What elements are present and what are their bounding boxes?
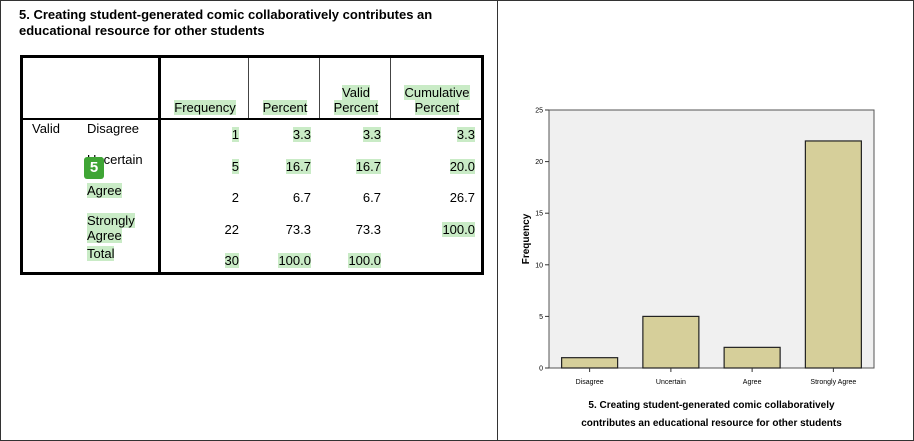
cell-percent: 16.7 — [285, 159, 311, 174]
x-tick-label: Uncertain — [656, 379, 686, 386]
bar-uncertain — [642, 315, 700, 369]
cell-cumulative-percent: 20.0 — [449, 159, 475, 174]
y-tick-label: 5 — [539, 314, 543, 321]
cell-cumulative-percent: 3.3 — [456, 127, 475, 142]
step-badge: 5 — [84, 157, 104, 179]
label-column-rule — [158, 58, 161, 272]
cell-cumulative-percent: 26.7 — [449, 190, 475, 205]
y-tick-label: 15 — [535, 211, 543, 218]
header-cumulative-percent: Cumulative Percent — [404, 85, 470, 115]
table-title: 5. Creating student-generated comic coll… — [19, 7, 433, 38]
cell-valid-percent: 100.0 — [348, 253, 381, 268]
y-tick-label: 25 — [535, 108, 543, 115]
x-tick-label: Strongly Agree — [810, 379, 856, 386]
header-percent: Percent — [262, 100, 308, 115]
y-axis-label: Frequency — [521, 213, 532, 264]
cell-frequency: 5 — [231, 159, 239, 174]
bar-chart: 0 5 10 15 20 25 Frequency Disagree Uncertain Agre… — [521, 108, 875, 429]
valid-group-label: Valid — [32, 121, 60, 136]
cell-valid-percent: 73.3 — [355, 222, 381, 237]
y-tick-label: 0 — [539, 366, 543, 373]
cell-frequency: 2 — [231, 190, 239, 205]
x-axis-label: 5. Creating student-generated comic coll… — [588, 400, 835, 411]
cell-valid-percent: 6.7 — [362, 190, 381, 205]
column-separator — [390, 58, 391, 118]
cell-frequency: 1 — [231, 127, 239, 142]
y-tick-label: 20 — [535, 159, 543, 166]
header-rule — [23, 118, 481, 120]
x-tick-label: Agree — [743, 379, 762, 386]
x-axis-label: contributes an educational resource for … — [581, 418, 842, 429]
cell-frequency: 30 — [224, 253, 239, 268]
column-separator — [319, 58, 320, 118]
cell-valid-percent: 3.3 — [362, 127, 381, 142]
cell-valid-percent: 16.7 — [355, 159, 381, 174]
x-tick-label: Disagree — [576, 379, 604, 386]
cell-cumulative-percent: 100.0 — [442, 222, 475, 237]
frequency-table: Frequency Percent Valid Percent Cumulati… — [20, 55, 484, 275]
row-label-disagree: Disagree — [87, 121, 140, 136]
bar-agree — [723, 346, 781, 369]
cell-percent: 6.7 — [292, 190, 311, 205]
header-valid-percent: Valid Percent — [333, 85, 379, 115]
y-tick-label: 10 — [535, 262, 543, 269]
header-frequency: Frequency — [174, 100, 236, 115]
row-label-agree: Agree — [87, 183, 122, 198]
row-label-strongly-agree: Strongly Agree — [87, 213, 135, 243]
bar-disagree — [561, 357, 619, 369]
bar-strongly-agree — [804, 140, 862, 369]
panel-divider — [497, 0, 498, 441]
cell-percent: 3.3 — [292, 127, 311, 142]
cell-percent: 100.0 — [278, 253, 311, 268]
cell-percent: 73.3 — [285, 222, 311, 237]
cell-frequency: 22 — [224, 222, 239, 237]
column-separator — [248, 58, 249, 118]
row-label-total: Total — [87, 246, 115, 261]
